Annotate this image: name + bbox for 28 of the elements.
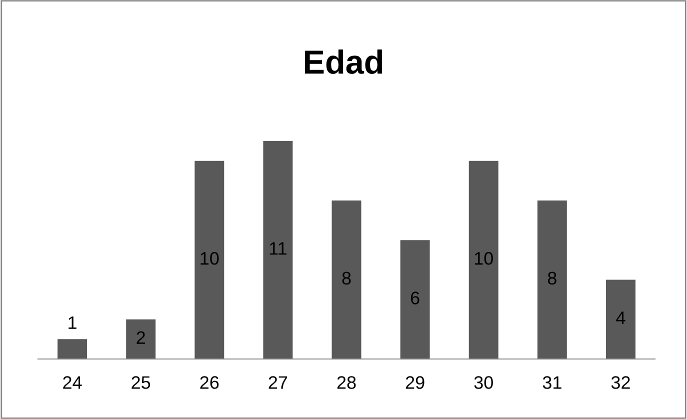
data-label: 8 bbox=[342, 272, 351, 285]
x-tick-label: 26 bbox=[200, 376, 219, 389]
data-label: 1 bbox=[68, 316, 76, 329]
x-tick-label: 31 bbox=[542, 376, 562, 389]
bar bbox=[400, 240, 430, 359]
bar bbox=[468, 160, 498, 359]
data-label: 6 bbox=[410, 292, 420, 304]
bar bbox=[126, 319, 156, 359]
bar bbox=[263, 141, 293, 359]
x-tick-label: 29 bbox=[406, 376, 424, 389]
x-tick-label: 27 bbox=[268, 376, 288, 389]
x-tick-label: 25 bbox=[132, 376, 150, 389]
x-tick-label: 24 bbox=[63, 376, 82, 389]
data-label: 2 bbox=[136, 331, 145, 344]
data-label: 8 bbox=[548, 272, 556, 285]
x-tick-label: 30 bbox=[474, 376, 493, 389]
chart-title: Edad bbox=[304, 49, 382, 74]
data-label: 4 bbox=[616, 312, 626, 324]
bar bbox=[332, 200, 362, 359]
bar bbox=[537, 200, 567, 359]
bar bbox=[58, 339, 88, 359]
x-tick-label: 28 bbox=[337, 376, 356, 389]
data-label: 10 bbox=[200, 252, 219, 265]
bar bbox=[194, 160, 224, 359]
x-tick-label: 32 bbox=[611, 376, 630, 389]
data-label: 11 bbox=[270, 242, 286, 255]
data-label: 10 bbox=[474, 252, 493, 265]
bar bbox=[606, 280, 636, 359]
